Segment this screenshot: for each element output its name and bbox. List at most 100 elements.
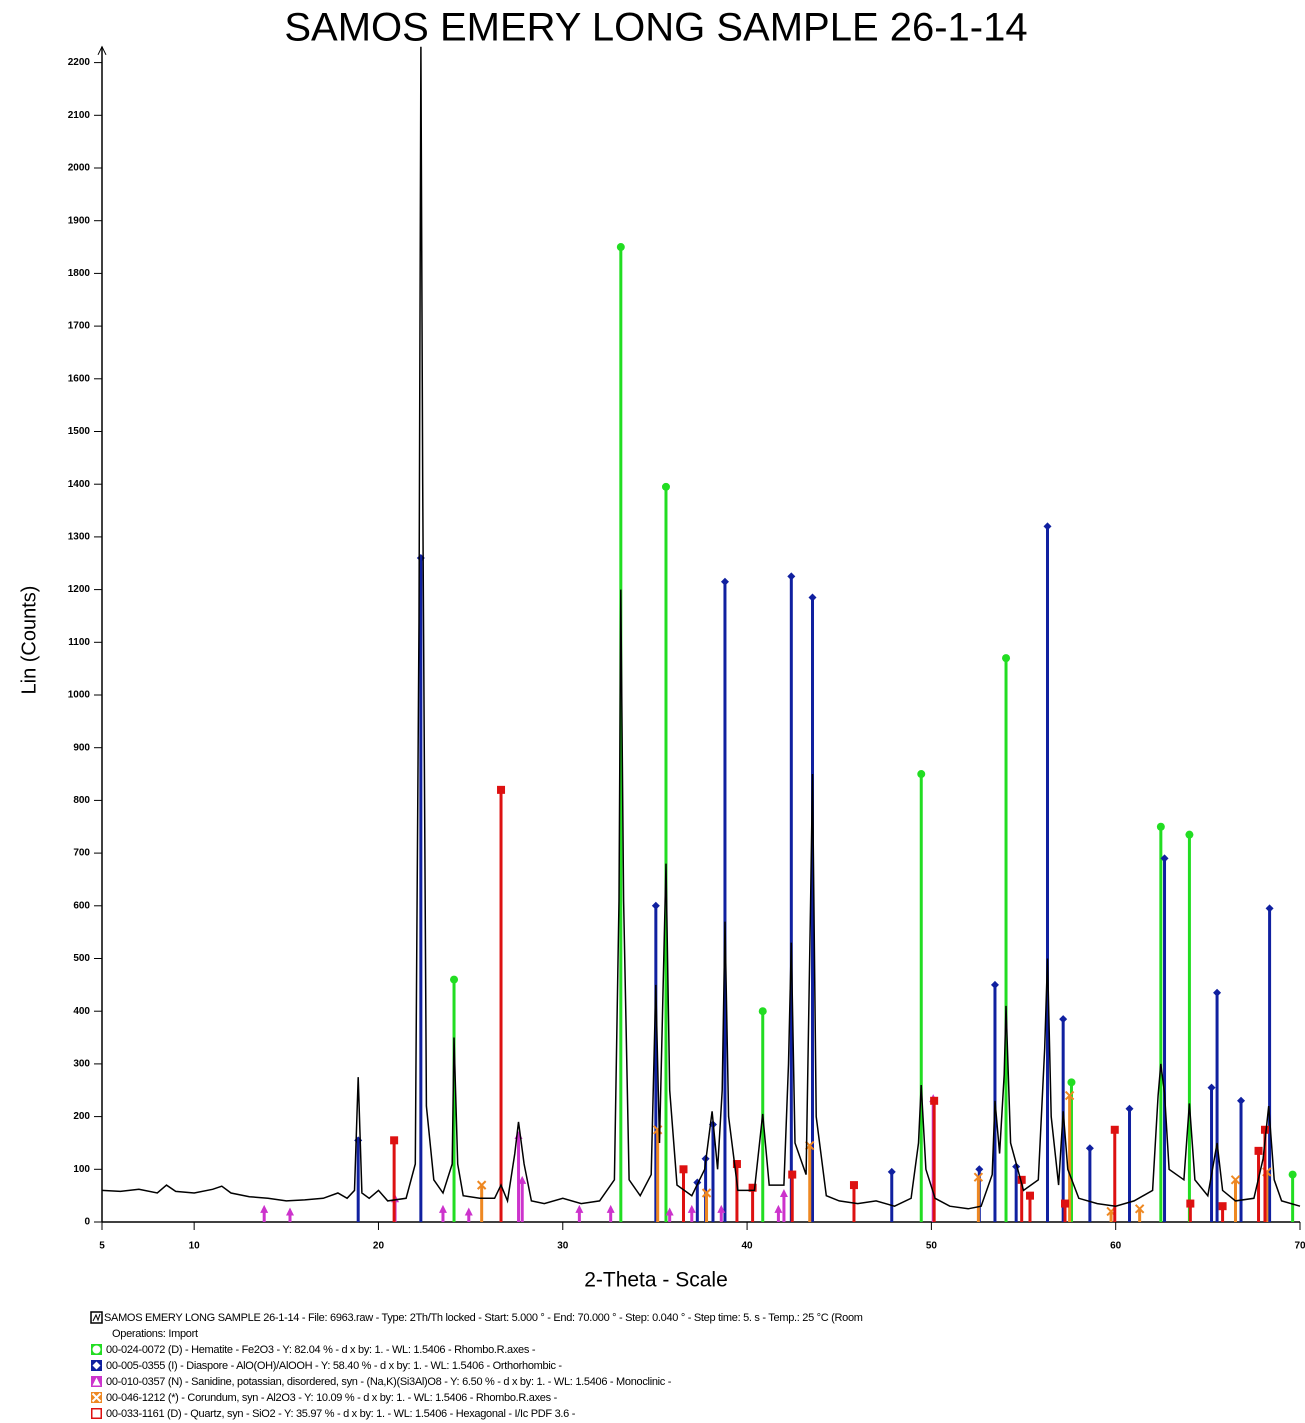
phase-stick [695,1182,699,1222]
phase-stick [654,905,658,1222]
phase-stick [1188,1203,1192,1222]
x-tick-label: 40 [742,1241,754,1252]
marker [1067,1078,1076,1087]
phase-stick [751,1187,755,1222]
phase-stick [719,1208,723,1222]
phase-stick [1159,826,1163,1222]
marker [1061,1199,1070,1208]
phase-stick [619,247,623,1223]
marker [1254,1146,1263,1155]
legend-icon-line [92,1313,101,1322]
marker [651,901,660,910]
marker [1213,988,1222,997]
phase-stick [776,1208,780,1222]
marker [701,1188,712,1198]
phase-stick [1088,1148,1092,1222]
marker [1085,1144,1094,1153]
y-axis-arrow [97,45,107,56]
marker [788,1170,797,1179]
x-tick-label: 60 [1110,1241,1122,1252]
marker [606,1204,615,1213]
phase-stick [789,576,793,1222]
y-tick-label: 1500 [68,426,91,437]
marker [1134,1204,1145,1214]
marker [92,1345,101,1354]
marker [1218,1202,1227,1211]
phase-stick [1215,992,1219,1222]
legend-marker [92,1345,101,1354]
phase-stick [392,1140,396,1222]
phase-stick [609,1208,613,1222]
marker [679,1165,688,1174]
phase-stick [1221,1206,1225,1222]
y-tick-label: 1300 [68,532,91,543]
chart-title: SAMOS EMERY LONG SAMPLE 26-1-14 [284,6,1027,50]
marker [1156,822,1165,831]
legend-label: SAMOS EMERY LONG SAMPLE 26-1-14 - File: … [104,1312,863,1324]
marker [518,1175,527,1184]
phase-stick [1265,1171,1269,1222]
phase-stick [811,597,815,1222]
y-tick-label: 0 [84,1217,90,1228]
marker [1186,1199,1195,1208]
phase-stick [1128,1108,1132,1222]
phase-stick [1268,908,1272,1222]
phase-stick [704,1158,708,1222]
y-tick-label: 800 [73,795,90,806]
phase-stick [690,1208,694,1222]
y-tick-label: 2000 [68,163,91,174]
marker [732,1160,741,1169]
phase-stick [1239,1100,1243,1222]
marker [717,1204,726,1213]
marker [1160,854,1169,863]
phase-stick [1063,1203,1067,1222]
marker [260,1204,269,1213]
marker [758,1007,767,1016]
phase-stick [711,1124,715,1222]
marker [1017,1175,1026,1184]
phase-stick [517,1135,521,1222]
marker [464,1207,473,1216]
phase-stick [441,1208,445,1222]
legend-label: 00-046-1212 (*) - Corundum, syn - Al2O3 … [106,1392,558,1404]
marker [1260,1125,1269,1134]
phase-stick [577,1208,581,1222]
marker [575,1204,584,1213]
x-tick-label: 70 [1294,1241,1305,1252]
phase-stick [467,1211,471,1222]
phase-stick [1068,1095,1072,1222]
marker [497,785,506,794]
marker [616,243,625,252]
marker [92,1361,101,1370]
y-tick-label: 2200 [68,57,91,68]
marker [390,1136,399,1145]
marker [665,1207,674,1216]
marker [476,1180,487,1190]
x-tick-label: 10 [189,1241,201,1252]
y-tick-label: 700 [73,848,90,859]
x-tick-label: 30 [557,1241,569,1252]
legend-label: 00-005-0355 (I) - Diaspore - AlO(OH)/AlO… [106,1360,562,1372]
phase-stick [480,1185,484,1222]
phase-stick [1109,1211,1113,1222]
marker [687,1204,696,1213]
y-tick-label: 200 [73,1111,90,1122]
phase-stick [723,581,727,1222]
marker [720,577,729,586]
phase-stick [681,1169,685,1222]
phase-stick [1257,1150,1261,1222]
phase-stick [668,1211,672,1222]
marker [1230,1175,1241,1185]
marker [450,975,459,984]
marker [92,1409,101,1418]
phase-stick [499,789,503,1222]
phase-stick [1163,858,1167,1222]
marker [92,1377,101,1386]
y-tick-label: 300 [73,1059,90,1070]
y-tick-label: 1900 [68,215,91,226]
phase-stick [656,1129,660,1222]
phase-stick [1138,1208,1142,1222]
phase-stick [1210,1087,1214,1222]
legend-marker [91,1392,102,1403]
